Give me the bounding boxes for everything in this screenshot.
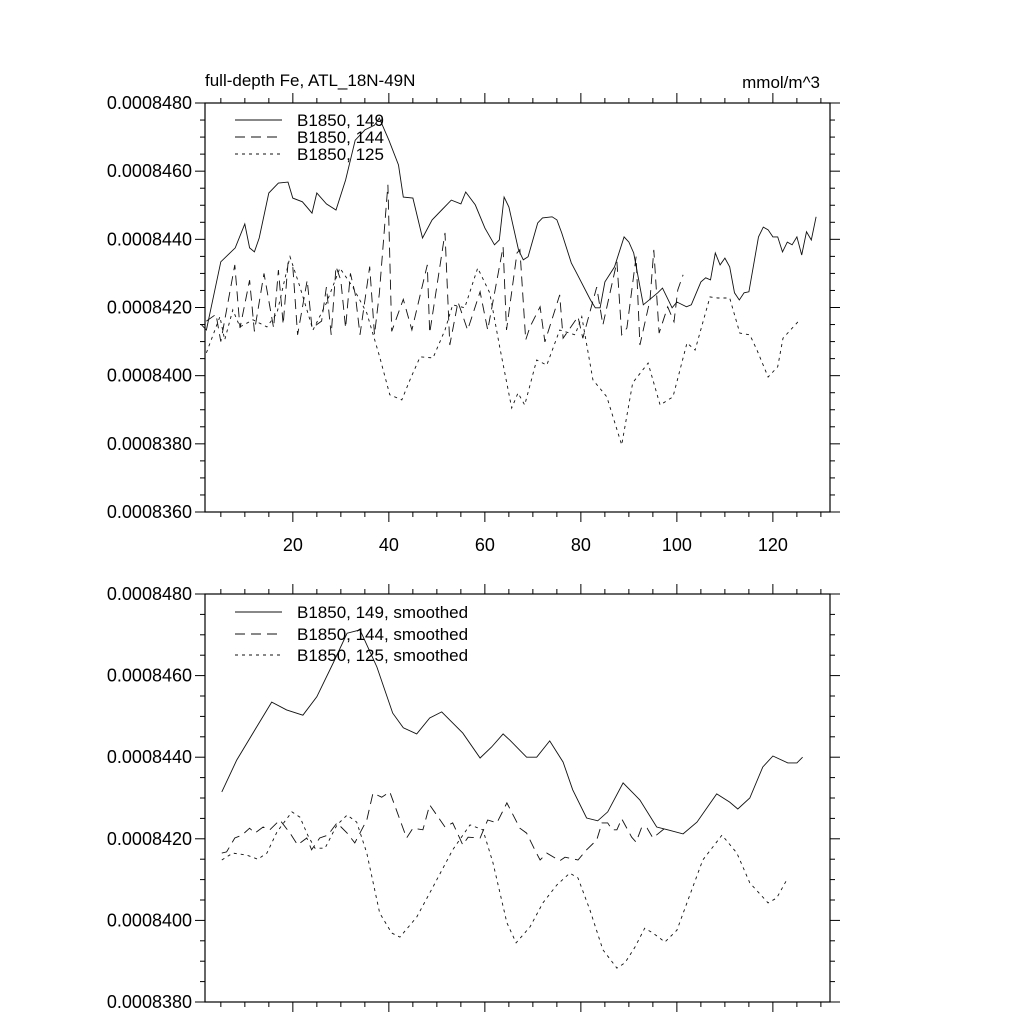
series-line-dashed: [206, 184, 684, 346]
series-line-dashed: [221, 791, 668, 862]
y-tick-label: 0.0008440: [107, 747, 192, 767]
top-panel-raw: 20 40 60 80 100 120 0.0008480 0.0008460 0.000844…: [107, 93, 840, 555]
legend-label: B1850, 149: [297, 111, 384, 130]
legend-label: B1850, 144: [297, 128, 384, 147]
bottom-panel-smoothed: 0.0008480 0.0008460 0.0008440 0.0008420 0.00…: [107, 584, 840, 1012]
series-line-dotted: [205, 255, 801, 446]
plot-frame: [204, 102, 831, 513]
x-tick-label: 60: [475, 535, 495, 555]
legend-label: B1850, 144, smoothed: [297, 625, 468, 644]
series-line-dotted: [221, 811, 789, 969]
y-tick-label: 0.0008460: [107, 161, 192, 181]
y-tick-label: 0.0008360: [107, 502, 192, 522]
y-tick-label: 0.0008400: [107, 910, 192, 930]
legend-label: B1850, 149, smoothed: [297, 603, 468, 622]
y-tick-label: 0.0008480: [107, 93, 192, 113]
legend-label: B1850, 125, smoothed: [297, 646, 468, 665]
y-tick-label: 0.0008460: [107, 666, 192, 686]
chart-title: full-depth Fe, ATL_18N-49N: [205, 71, 415, 90]
series-line-solid: [221, 629, 803, 835]
x-tick-label: 120: [758, 535, 788, 555]
y-tick-label: 0.0008480: [107, 584, 192, 604]
y-tick-label: 0.0008400: [107, 366, 192, 386]
x-tick-label: 40: [379, 535, 399, 555]
units-label: mmol/m^3: [742, 73, 820, 92]
y-tick-label: 0.0008420: [107, 829, 192, 849]
y-tick-label: 0.0008440: [107, 229, 192, 249]
y-tick-label: 0.0008420: [107, 298, 192, 318]
y-tick-label: 0.0008380: [107, 992, 192, 1012]
x-tick-label: 20: [283, 535, 303, 555]
legend-label: B1850, 125: [297, 145, 384, 164]
x-tick-label: 100: [662, 535, 692, 555]
x-tick-label: 80: [571, 535, 591, 555]
series-line-solid: [201, 117, 817, 331]
y-tick-label: 0.0008380: [107, 434, 192, 454]
